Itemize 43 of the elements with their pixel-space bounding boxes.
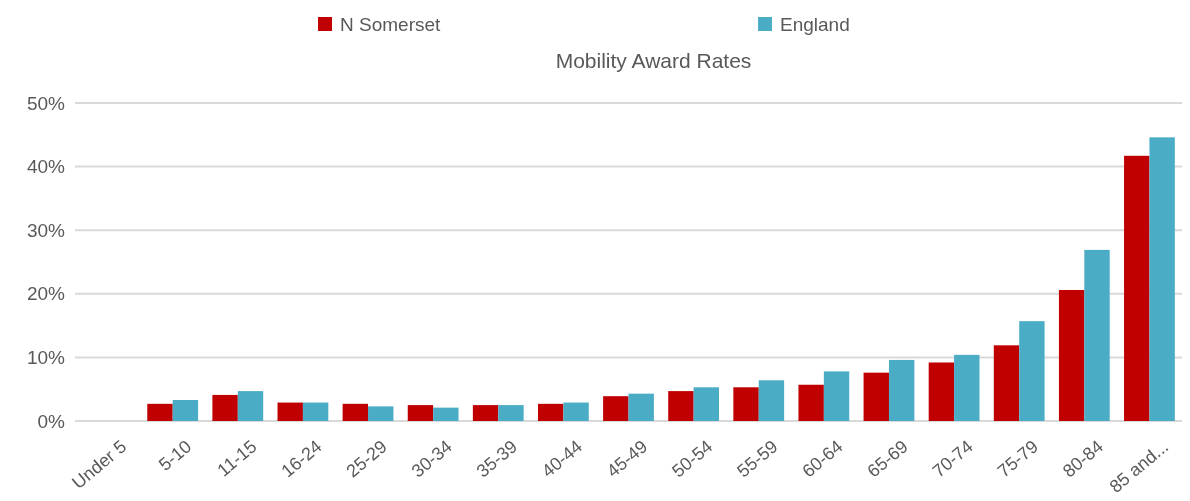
bar <box>1058 289 1085 421</box>
y-tick-label: 20% <box>26 283 66 305</box>
bar <box>407 405 434 421</box>
bar <box>863 372 889 421</box>
y-tick-label: 30% <box>26 219 66 241</box>
bar <box>954 354 980 421</box>
y-tick-label: 50% <box>26 92 66 114</box>
bar <box>693 387 720 421</box>
bar <box>798 384 824 421</box>
bar <box>147 403 173 421</box>
bar <box>888 359 915 421</box>
bar <box>823 371 850 421</box>
bar <box>758 380 785 421</box>
x-tick-label: 85 and... <box>1105 436 1173 497</box>
bar <box>172 400 199 421</box>
bar <box>368 406 394 421</box>
bar <box>733 387 759 421</box>
bar <box>472 405 499 421</box>
bar <box>433 407 459 421</box>
bar <box>498 405 524 421</box>
y-tick-label: 0% <box>37 410 66 432</box>
y-tick-label: 10% <box>26 347 66 369</box>
bar <box>302 402 329 421</box>
y-tick-label: 40% <box>26 156 66 178</box>
legend-label: England <box>780 13 850 35</box>
bar <box>1124 155 1150 421</box>
bar <box>237 391 264 421</box>
bar <box>1019 321 1045 421</box>
bar <box>993 345 1020 421</box>
bar <box>563 402 589 421</box>
bar <box>212 394 238 421</box>
x-tick-label: 5-10 <box>154 436 196 475</box>
chart-title: Mobility Award Rates <box>555 49 752 72</box>
bar <box>537 403 564 421</box>
bar <box>277 402 303 421</box>
bar <box>1084 249 1110 421</box>
bar <box>1149 137 1175 421</box>
bar <box>342 403 369 421</box>
bar <box>668 391 694 421</box>
bar <box>628 393 654 421</box>
bar <box>928 362 955 421</box>
legend-label: N Somerset <box>340 13 442 35</box>
bar <box>603 396 629 421</box>
